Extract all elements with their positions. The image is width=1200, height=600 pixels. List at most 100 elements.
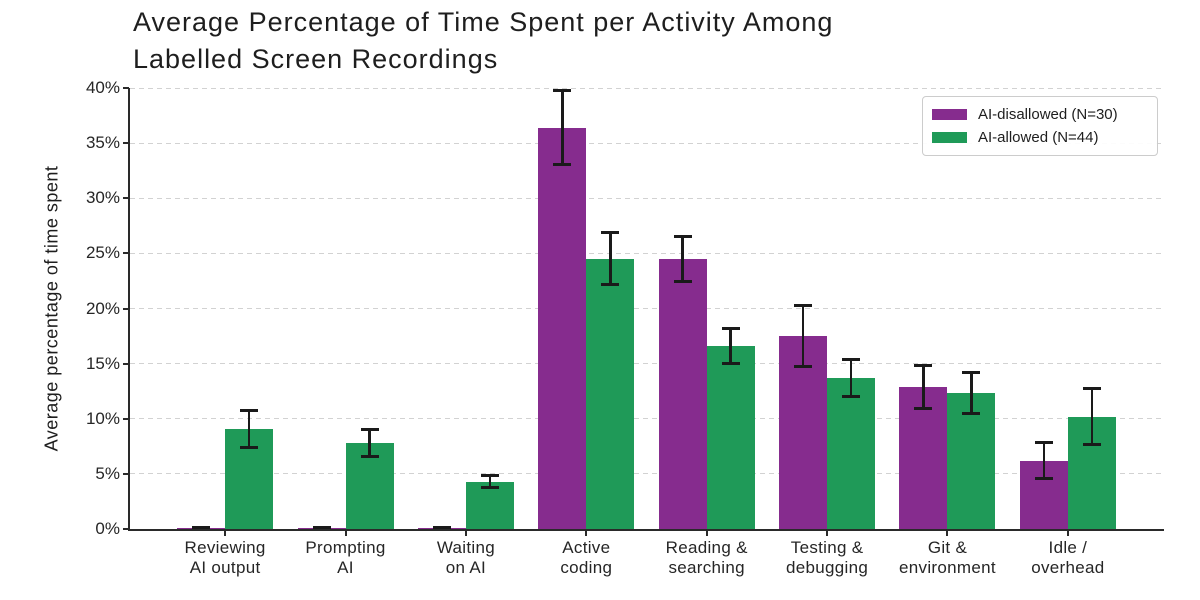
error-bar bbox=[488, 473, 492, 490]
gridline bbox=[130, 197, 1163, 199]
y-tick-label: 25% bbox=[85, 243, 120, 263]
bar-ai-disallowed bbox=[779, 336, 828, 529]
error-bar-cap bbox=[480, 486, 499, 490]
bar-ai-disallowed bbox=[538, 127, 587, 529]
x-axis-spine bbox=[128, 529, 1164, 531]
bar-ai-allowed bbox=[465, 481, 514, 529]
error-bar-cap bbox=[601, 231, 620, 235]
x-tick-label: Active coding bbox=[560, 538, 613, 577]
y-axis-tick bbox=[123, 417, 129, 420]
error-bar bbox=[681, 234, 684, 284]
error-bar-cap bbox=[1034, 440, 1053, 444]
x-axis-tick bbox=[946, 531, 949, 536]
x-tick-label: Testing & debugging bbox=[786, 538, 869, 577]
error-bar-cap bbox=[962, 371, 981, 375]
bar-ai-allowed bbox=[706, 345, 755, 529]
bar-ai-allowed bbox=[947, 393, 996, 529]
y-tick-label: 10% bbox=[85, 408, 120, 428]
y-axis-tick bbox=[123, 197, 129, 200]
error-bar bbox=[368, 427, 371, 459]
error-bar-cap bbox=[721, 361, 740, 365]
bar-ai-disallowed bbox=[899, 386, 948, 529]
y-axis-tick bbox=[123, 87, 129, 89]
bar-ai-allowed bbox=[586, 258, 635, 529]
error-bar bbox=[1090, 386, 1094, 447]
error-bar bbox=[729, 327, 732, 365]
gridline bbox=[130, 142, 1163, 144]
error-bar-cap bbox=[480, 473, 499, 477]
x-tick-label: Idle / overhead bbox=[1031, 538, 1105, 577]
y-axis-spine bbox=[128, 88, 130, 531]
error-bar-cap bbox=[553, 163, 572, 167]
y-axis-tick bbox=[123, 472, 129, 475]
bar-ai-disallowed bbox=[658, 258, 707, 529]
error-bar-cap bbox=[432, 526, 451, 529]
gridline bbox=[130, 308, 1163, 309]
legend-swatch-ai-disallowed bbox=[932, 109, 967, 120]
error-bar-cap bbox=[312, 526, 331, 529]
y-tick-label: 5% bbox=[95, 463, 120, 483]
error-bar-cap bbox=[914, 363, 933, 367]
error-bar-cap bbox=[842, 358, 861, 362]
y-tick-label: 35% bbox=[85, 133, 120, 153]
gridline bbox=[130, 363, 1163, 365]
x-axis-tick bbox=[224, 531, 227, 536]
error-bar bbox=[922, 363, 925, 410]
error-bar bbox=[609, 231, 612, 287]
error-bar bbox=[1042, 440, 1046, 481]
error-bar-cap bbox=[240, 445, 259, 449]
x-axis-tick bbox=[826, 531, 829, 536]
error-bar-cap bbox=[842, 394, 861, 398]
legend-label-ai-disallowed: AI-disallowed (N=30) bbox=[978, 106, 1118, 123]
error-bar bbox=[849, 358, 853, 398]
error-bar-cap bbox=[360, 455, 379, 459]
legend-item-ai-disallowed: AI-disallowed (N=30) bbox=[932, 104, 1147, 125]
error-bar bbox=[801, 304, 805, 369]
x-tick-label: Prompting AI bbox=[305, 538, 386, 577]
x-tick-label: Waiting on AI bbox=[436, 538, 495, 577]
gridline bbox=[130, 473, 1163, 475]
bar-ai-allowed bbox=[827, 377, 876, 529]
legend: AI-disallowed (N=30) AI-allowed (N=44) bbox=[922, 96, 1158, 156]
error-bar-cap bbox=[673, 234, 692, 238]
x-tick-label: Reviewing AI output bbox=[184, 538, 266, 577]
legend-item-ai-allowed: AI-allowed (N=44) bbox=[932, 127, 1147, 148]
error-bar bbox=[247, 408, 251, 449]
chart-title: Average Percentage of Time Spent per Act… bbox=[133, 7, 834, 74]
y-axis-tick bbox=[123, 528, 129, 530]
error-bar bbox=[970, 371, 973, 416]
x-tick-label: Reading & searching bbox=[665, 538, 748, 577]
error-bar-cap bbox=[1082, 386, 1101, 390]
error-bar-cap bbox=[673, 280, 692, 284]
y-tick-label: 20% bbox=[85, 298, 120, 318]
gridline bbox=[130, 252, 1163, 254]
y-tick-label: 30% bbox=[85, 188, 120, 208]
legend-label-ai-allowed: AI-allowed (N=44) bbox=[978, 129, 1099, 146]
error-bar-cap bbox=[240, 408, 259, 412]
error-bar bbox=[561, 89, 564, 167]
x-tick-label: Git & environment bbox=[899, 538, 996, 577]
x-axis-tick bbox=[585, 531, 588, 536]
error-bar-cap bbox=[721, 327, 740, 331]
error-bar-cap bbox=[1034, 477, 1053, 481]
error-bar-cap bbox=[1082, 443, 1101, 447]
error-bar-cap bbox=[914, 406, 933, 410]
gridline bbox=[130, 87, 1163, 89]
error-bar-cap bbox=[601, 283, 620, 287]
y-tick-label: 15% bbox=[85, 353, 120, 373]
x-axis-tick bbox=[705, 531, 708, 536]
y-axis-tick bbox=[123, 307, 129, 310]
x-axis-tick bbox=[344, 531, 347, 536]
y-axis-tick bbox=[123, 142, 129, 145]
y-tick-label: 40% bbox=[85, 78, 120, 97]
error-bar-cap bbox=[553, 89, 572, 93]
gridline bbox=[130, 418, 1163, 420]
x-axis-tick bbox=[464, 531, 467, 536]
error-bar-cap bbox=[794, 365, 813, 369]
y-axis-tick bbox=[123, 252, 129, 255]
x-axis-tick bbox=[1066, 531, 1069, 536]
error-bar-cap bbox=[192, 526, 211, 529]
y-tick-label: 0% bbox=[95, 519, 120, 538]
error-bar-cap bbox=[360, 427, 379, 431]
